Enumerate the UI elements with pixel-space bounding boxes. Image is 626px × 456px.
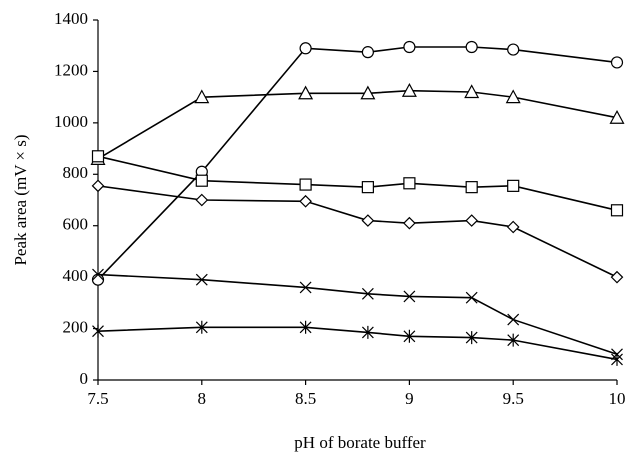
marker xyxy=(610,204,624,217)
marker xyxy=(506,220,520,234)
y-tick-label: 600 xyxy=(63,215,89,234)
marker xyxy=(609,109,625,124)
y-tick-label: 200 xyxy=(63,317,89,336)
marker xyxy=(298,85,314,100)
series-line xyxy=(97,185,618,278)
marker xyxy=(91,273,105,286)
marker xyxy=(194,89,210,104)
series-line xyxy=(97,273,618,356)
marker xyxy=(610,56,624,69)
marker xyxy=(403,329,416,343)
y-tick-label: 1200 xyxy=(54,60,88,79)
marker xyxy=(464,84,480,99)
y-tick-label: 400 xyxy=(63,266,89,285)
marker xyxy=(361,181,374,194)
y-tick-label: 1000 xyxy=(54,112,88,131)
marker xyxy=(195,174,208,187)
x-tick-label: 8 xyxy=(198,389,207,408)
marker xyxy=(611,352,623,366)
marker xyxy=(92,324,104,338)
marker xyxy=(401,82,417,97)
series-line xyxy=(97,155,618,212)
marker xyxy=(91,150,105,163)
marker xyxy=(299,194,312,208)
x-axis-title: pH of borate buffer xyxy=(294,433,426,452)
x-tick-label: 10 xyxy=(609,389,626,408)
marker xyxy=(465,40,478,54)
marker xyxy=(507,313,520,326)
y-tick-label: 0 xyxy=(80,369,89,388)
marker xyxy=(465,214,479,227)
marker xyxy=(299,320,312,334)
x-tick-label: 9 xyxy=(405,389,414,408)
marker xyxy=(360,85,376,100)
marker xyxy=(610,270,624,284)
marker xyxy=(92,268,104,281)
series-line xyxy=(97,89,618,160)
marker xyxy=(507,333,520,347)
marker xyxy=(299,42,312,55)
marker xyxy=(505,89,521,104)
marker xyxy=(361,287,374,300)
marker xyxy=(403,40,416,54)
marker xyxy=(465,181,478,194)
marker xyxy=(465,291,478,304)
series-line xyxy=(97,326,618,361)
marker xyxy=(507,43,520,56)
marker xyxy=(195,193,209,207)
marker xyxy=(299,178,312,191)
marker xyxy=(403,177,416,190)
marker xyxy=(465,331,478,345)
marker xyxy=(507,179,520,192)
marker xyxy=(403,216,416,230)
marker xyxy=(361,325,374,339)
series-line xyxy=(97,46,618,281)
marker xyxy=(299,281,312,294)
x-tick-label: 8.5 xyxy=(295,389,316,408)
x-tick-label: 9.5 xyxy=(503,389,524,408)
x-tick-label: 7.5 xyxy=(87,389,108,408)
marker xyxy=(91,179,105,193)
y-tick-label: 1400 xyxy=(54,9,88,28)
marker xyxy=(361,214,375,227)
y-axis-title: Peak area (mV × s) xyxy=(11,134,30,265)
marker xyxy=(195,273,208,286)
marker xyxy=(361,46,374,59)
marker xyxy=(403,290,416,303)
marker xyxy=(195,320,208,334)
y-tick-label: 800 xyxy=(63,163,89,182)
